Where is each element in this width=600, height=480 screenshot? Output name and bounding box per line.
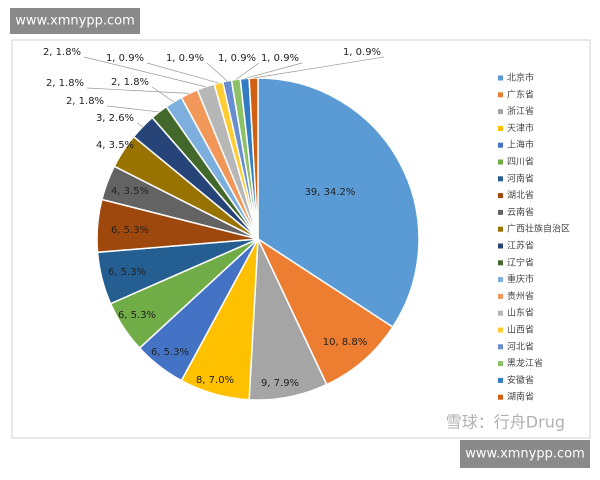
legend-swatch <box>498 142 503 148</box>
legend-swatch <box>498 327 503 333</box>
legend-swatch <box>498 176 503 182</box>
legend-label: 湖南省 <box>507 391 534 403</box>
legend-label: 河南省 <box>507 172 534 184</box>
data-label: 3, 2.6% <box>96 113 134 124</box>
legend-label: 湖北省 <box>507 189 534 201</box>
watermark-box <box>460 440 590 468</box>
legend-swatch <box>498 193 503 199</box>
legend-swatch <box>498 75 503 81</box>
legend-label: 广西壮族自治区 <box>507 223 570 235</box>
legend-label: 重庆市 <box>507 273 534 285</box>
data-label: 6, 5.3% <box>111 225 149 236</box>
legend-swatch <box>498 310 503 316</box>
data-label: 1, 0.9% <box>106 53 144 64</box>
legend-label: 黑龙江省 <box>507 357 543 369</box>
legend-swatch <box>498 260 503 266</box>
legend-label: 辽宁省 <box>507 256 534 268</box>
legend-label: 山东省 <box>507 307 534 319</box>
legend-swatch <box>498 125 503 131</box>
data-label: 6, 5.3% <box>151 347 189 358</box>
data-label: 2, 1.8% <box>43 47 81 58</box>
leader-line <box>253 56 385 79</box>
leader-line <box>206 62 228 82</box>
data-label: 39, 34.2% <box>305 187 356 198</box>
watermark: www.xmnypp.com <box>15 14 135 29</box>
data-label: 1, 0.9% <box>218 53 256 64</box>
legend-swatch <box>498 293 503 299</box>
leader-line <box>83 56 206 88</box>
watermark: www.xmnypp.com <box>465 447 585 462</box>
legend-swatch <box>498 377 503 383</box>
legend-label: 北京市 <box>507 72 534 84</box>
leader-line <box>106 105 160 113</box>
watermark-brand: 雪球：行舟Drug <box>446 413 565 432</box>
pie-slice <box>256 236 394 386</box>
legend-swatch <box>498 243 503 249</box>
legend-label: 浙江省 <box>507 105 534 117</box>
legend-swatch <box>498 277 503 283</box>
leader-line <box>146 62 219 84</box>
data-label: 8, 7.0% <box>196 375 234 386</box>
legend-label: 山西省 <box>507 324 534 336</box>
data-label: 6, 5.3% <box>118 310 156 321</box>
data-label: 4, 3.5% <box>96 140 134 151</box>
watermark-box <box>10 8 140 34</box>
legend-label: 云南省 <box>507 206 534 218</box>
data-label: 6, 5.3% <box>108 267 146 278</box>
data-label: 1, 0.9% <box>343 47 381 58</box>
leader-line <box>136 122 143 128</box>
data-label: 2, 1.8% <box>111 77 149 88</box>
legend-label: 广东省 <box>507 88 534 100</box>
leader-line <box>235 62 260 80</box>
leader-line <box>151 86 174 103</box>
legend-label: 河北省 <box>507 340 534 352</box>
legend-label: 天津市 <box>507 122 534 134</box>
data-label: 2, 1.8% <box>46 78 84 89</box>
legend-label: 四川省 <box>507 156 534 168</box>
data-label: 1, 0.9% <box>166 53 204 64</box>
data-label: 2, 1.8% <box>66 96 104 107</box>
legend-label: 贵州省 <box>507 290 534 302</box>
legend-label: 上海市 <box>507 139 534 151</box>
legend-swatch <box>498 344 503 350</box>
legend-swatch <box>498 209 503 215</box>
legend-label: 安徽省 <box>507 374 534 386</box>
data-label: 9, 7.9% <box>261 378 299 389</box>
legend-swatch <box>498 92 503 98</box>
legend-swatch <box>498 159 503 165</box>
legend-swatch <box>498 361 503 367</box>
data-label: 4, 3.5% <box>111 186 149 197</box>
legend-swatch <box>498 394 503 400</box>
leader-line <box>244 62 303 79</box>
leader-line <box>86 87 190 94</box>
legend-swatch <box>498 226 503 232</box>
data-label: 1, 0.9% <box>261 53 299 64</box>
legend-swatch <box>498 109 503 115</box>
legend-label: 江苏省 <box>507 240 534 252</box>
data-label: 10, 8.8% <box>323 337 368 348</box>
